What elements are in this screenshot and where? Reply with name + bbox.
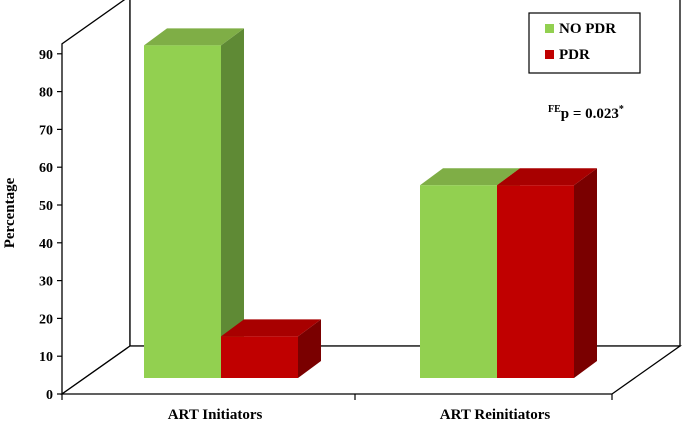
bar-top — [420, 168, 520, 186]
legend: NO PDR PDR — [528, 12, 641, 74]
bar-top — [497, 168, 597, 186]
bar — [221, 319, 321, 378]
y-tick-label: 60 — [39, 161, 53, 176]
x-category-label: ART Reinitiators — [440, 407, 551, 421]
y-axis-label: Percentage — [2, 177, 18, 248]
bar-side — [298, 319, 321, 378]
y-tick-label: 70 — [39, 123, 53, 138]
bar-front — [144, 45, 221, 379]
bar-side — [574, 168, 597, 378]
y-tick-label: 10 — [39, 350, 53, 365]
legend-swatch-no-pdr — [545, 24, 554, 33]
legend-box — [528, 12, 641, 74]
bar — [144, 28, 244, 379]
bar-top — [221, 319, 321, 337]
y-tick-label: 40 — [39, 237, 53, 252]
y-tick-label: 50 — [39, 199, 53, 214]
y-tick-label: 0 — [46, 388, 53, 403]
bar-front — [420, 185, 497, 378]
p-value-test-superscript: FE — [548, 104, 561, 115]
legend-label-no-pdr: NO PDR — [559, 21, 616, 37]
bar-front — [497, 185, 574, 378]
x-axis: ART Initiators ART Reinitiators — [61, 394, 613, 421]
x-category-label: ART Initiators — [168, 407, 263, 421]
legend-swatch-pdr — [545, 50, 554, 59]
bars — [144, 28, 597, 379]
p-value-annotation: FEp = 0.023* — [548, 104, 624, 122]
p-value-text: p = 0.023 — [561, 106, 619, 122]
y-tick-label: 20 — [39, 312, 53, 327]
y-axis: 0 10 20 30 40 50 60 70 80 90 — [39, 48, 62, 403]
bar-top — [144, 28, 244, 46]
y-tick-label: 30 — [39, 275, 53, 290]
bar-side — [221, 28, 244, 379]
y-tick-label: 90 — [39, 48, 53, 63]
legend-label-pdr: PDR — [559, 47, 590, 63]
bar — [497, 168, 597, 378]
y-tick-label: 80 — [39, 86, 53, 101]
bar-front — [221, 336, 298, 378]
p-value-significance-mark: * — [619, 104, 624, 115]
left-wall — [61, 0, 131, 396]
